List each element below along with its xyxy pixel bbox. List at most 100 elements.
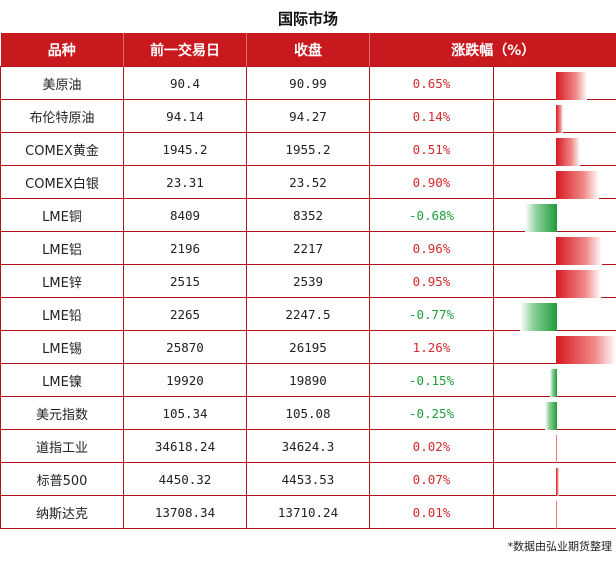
cell-close: 94.27 (246, 99, 370, 133)
change-bar-positive (556, 138, 580, 166)
change-bar-positive (556, 468, 559, 496)
cell-change-pct: 0.51% (369, 132, 494, 166)
cell-variety: LME镍 (0, 363, 124, 397)
cell-prev-day: 2265 (123, 297, 247, 331)
page-title: 国际市场 (277, 10, 338, 28)
cell-close: 2217 (246, 231, 370, 265)
table-row: 美元指数 105.34 105.08 -0.25% (0, 396, 616, 430)
footnote: *数据由弘业期货整理 (507, 540, 613, 553)
cell-change-bar (493, 462, 616, 496)
header-prev-day: 前一交易日 (123, 33, 247, 67)
cell-close: 2539 (246, 264, 370, 298)
change-bar-negative (544, 402, 557, 430)
cell-variety: 美原油 (0, 66, 124, 100)
change-bar-positive (556, 435, 557, 463)
cell-change-pct: 0.14% (369, 99, 494, 133)
table-row: COMEX黄金 1945.2 1955.2 0.51% (0, 132, 616, 166)
cell-change-bar (493, 330, 616, 364)
change-bar-positive (556, 501, 557, 529)
header-close: 收盘 (246, 33, 370, 67)
cell-variety: LME锌 (0, 264, 124, 298)
cell-prev-day: 13708.34 (123, 495, 247, 529)
cell-prev-day: 34618.24 (123, 429, 247, 463)
cell-close: 26195 (246, 330, 370, 364)
change-bar-positive (556, 105, 563, 133)
cell-prev-day: 1945.2 (123, 132, 247, 166)
cell-prev-day: 90.4 (123, 66, 247, 100)
cell-change-bar (493, 396, 616, 430)
cell-change-bar (493, 198, 616, 232)
cell-prev-day: 105.34 (123, 396, 247, 430)
change-bar-positive (556, 72, 587, 100)
cell-variety: COMEX白银 (0, 165, 124, 199)
cell-prev-day: 19920 (123, 363, 247, 397)
market-table: 品种 前一交易日 收盘 涨跌幅（%） 美原油 90.4 90.99 0.65% 布伦特原… (0, 33, 616, 529)
cell-variety: LME铅 (0, 297, 124, 331)
cell-close: 2247.5 (246, 297, 370, 331)
table-header-row: 品种 前一交易日 收盘 涨跌幅（%） (0, 33, 616, 67)
cell-change-pct: -0.25% (369, 396, 494, 430)
cell-change-pct: 0.65% (369, 66, 494, 100)
table-row: LME锡 25870 26195 1.26% (0, 330, 616, 364)
cell-change-bar (493, 66, 616, 100)
change-bar-positive (556, 336, 616, 364)
cell-variety: LME铝 (0, 231, 124, 265)
change-bar-positive (556, 270, 601, 298)
cell-change-pct: 0.96% (369, 231, 494, 265)
cell-change-pct: 0.01% (369, 495, 494, 529)
cell-change-bar (493, 429, 616, 463)
header-variety: 品种 (0, 33, 124, 67)
cell-close: 90.99 (246, 66, 370, 100)
cell-variety: 美元指数 (0, 396, 124, 430)
cell-close: 19890 (246, 363, 370, 397)
table-row: 道指工业 34618.24 34624.3 0.02% (0, 429, 616, 463)
cell-change-bar (493, 99, 616, 133)
cell-prev-day: 8409 (123, 198, 247, 232)
cell-close: 34624.3 (246, 429, 370, 463)
cell-variety: LME铜 (0, 198, 124, 232)
change-bar-positive (556, 237, 602, 265)
change-bar-negative (549, 369, 557, 397)
cell-variety: 纳斯达克 (0, 495, 124, 529)
table-row: 布伦特原油 94.14 94.27 0.14% (0, 99, 616, 133)
cell-change-bar (493, 495, 616, 529)
cell-change-bar (493, 363, 616, 397)
cell-prev-day: 2196 (123, 231, 247, 265)
cell-close: 23.52 (246, 165, 370, 199)
cell-prev-day: 2515 (123, 264, 247, 298)
table-row: COMEX白银 23.31 23.52 0.90% (0, 165, 616, 199)
cell-change-pct: -0.15% (369, 363, 494, 397)
cell-close: 13710.24 (246, 495, 370, 529)
table-row: LME铅 2265 2247.5 -0.77% (0, 297, 616, 331)
table-row: LME镍 19920 19890 -0.15% (0, 363, 616, 397)
cell-close: 105.08 (246, 396, 370, 430)
cell-change-pct: 0.90% (369, 165, 494, 199)
header-change-pct: 涨跌幅（%） (369, 33, 616, 67)
cell-prev-day: 4450.32 (123, 462, 247, 496)
cell-change-bar (493, 297, 616, 331)
cell-change-pct: 0.07% (369, 462, 494, 496)
cell-variety: COMEX黄金 (0, 132, 124, 166)
cell-close: 1955.2 (246, 132, 370, 166)
cell-prev-day: 94.14 (123, 99, 247, 133)
cell-variety: 标普500 (0, 462, 124, 496)
cell-change-pct: -0.77% (369, 297, 494, 331)
cell-change-pct: -0.68% (369, 198, 494, 232)
cell-change-pct: 1.26% (369, 330, 494, 364)
change-bar-negative (519, 303, 557, 331)
table-row: 美原油 90.4 90.99 0.65% (0, 66, 616, 100)
change-bar-positive (556, 171, 599, 199)
table-row: LME锌 2515 2539 0.95% (0, 264, 616, 298)
change-bar-negative (524, 204, 557, 232)
cell-prev-day: 25870 (123, 330, 247, 364)
cell-close: 8352 (246, 198, 370, 232)
table-row: 纳斯达克 13708.34 13710.24 0.01% (0, 495, 616, 529)
cell-change-bar (493, 132, 616, 166)
table-row: LME铝 2196 2217 0.96% (0, 231, 616, 265)
cell-change-pct: 0.95% (369, 264, 494, 298)
cell-prev-day: 23.31 (123, 165, 247, 199)
table-row: 标普500 4450.32 4453.53 0.07% (0, 462, 616, 496)
cell-change-bar (493, 231, 616, 265)
cell-change-bar (493, 264, 616, 298)
cell-change-bar (493, 165, 616, 199)
